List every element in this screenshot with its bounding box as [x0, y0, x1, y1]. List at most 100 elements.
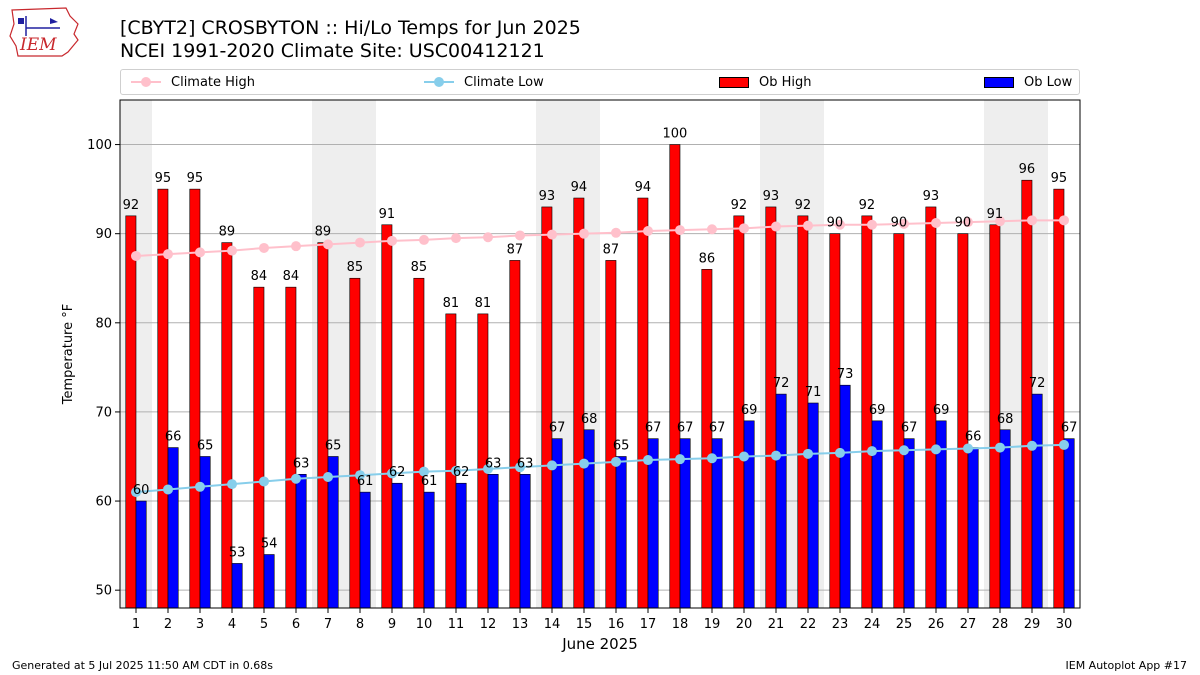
x-tick-label: 12 [480, 617, 497, 632]
x-tick-label: 1 [132, 617, 140, 632]
climate-low-point [899, 445, 909, 456]
x-tick-label: 2 [164, 617, 172, 632]
climate-low-point [643, 455, 653, 466]
climate-high-point [355, 237, 365, 248]
ob-high-label: 85 [411, 260, 428, 275]
x-tick-label: 5 [260, 617, 268, 632]
ob-high-label: 87 [603, 242, 620, 257]
climate-high-point [963, 217, 973, 228]
ob-low-bar [775, 393, 787, 609]
ob-high-label: 100 [662, 127, 687, 142]
ob-low-label: 67 [549, 421, 566, 436]
x-tick-label: 9 [388, 617, 396, 632]
legend-item-ob-high: Ob High [719, 70, 812, 94]
x-tick-label: 29 [1024, 617, 1041, 632]
climate-low-point [419, 466, 429, 477]
chart-subtitle: NCEI 1991-2020 Climate Site: USC00412121 [120, 40, 545, 62]
climate-low-point [131, 487, 141, 498]
climate-low-point [547, 460, 557, 471]
ob-low-label: 63 [293, 456, 310, 471]
ob-high-bar [765, 206, 777, 609]
legend-label-ob-low: Ob Low [1024, 74, 1073, 90]
x-tick-label: 23 [832, 617, 849, 632]
ob-high-label: 86 [699, 251, 716, 266]
climate-high-point [707, 224, 717, 235]
ob-low-label: 54 [261, 537, 278, 552]
climate-high-point [739, 223, 749, 234]
ob-low-label: 67 [709, 421, 726, 436]
x-tick-label: 16 [608, 617, 625, 632]
chart-legend: Climate High Climate Low Ob High Ob Low [120, 69, 1080, 95]
generated-timestamp: Generated at 5 Jul 2025 11:50 AM CDT in … [12, 659, 273, 672]
climate-low-point [675, 454, 685, 465]
x-tick-label: 21 [768, 617, 785, 632]
legend-item-ob-low: Ob Low [984, 70, 1072, 94]
climate-low-point [963, 443, 973, 454]
climate-high-point [419, 234, 429, 245]
x-tick-label: 7 [324, 617, 332, 632]
climate-high-point [579, 228, 589, 239]
y-tick-label: 60 [95, 495, 112, 510]
ob-low-label: 60 [133, 483, 150, 498]
x-tick-label: 25 [896, 617, 913, 632]
plot-frame [119, 99, 1081, 609]
ob-high-label: 85 [347, 260, 364, 275]
ob-low-label: 67 [645, 421, 662, 436]
y-tick-label: 100 [87, 138, 112, 153]
ob-low-label: 67 [677, 421, 694, 436]
logo-text: IEM [19, 35, 57, 55]
ob-low-bar [487, 474, 499, 609]
legend-item-climate-high: Climate High [131, 70, 255, 94]
x-tick-label: 19 [704, 617, 721, 632]
climate-high-point [675, 225, 685, 236]
climate-high-point [227, 245, 237, 256]
ob-high-label: 93 [763, 189, 780, 204]
y-tick-label: 70 [95, 405, 112, 420]
climate-high-point [547, 229, 557, 240]
ob-high-label: 90 [891, 216, 908, 231]
x-tick-label: 10 [416, 617, 433, 632]
ob-low-label: 73 [837, 367, 854, 382]
ob-high-bar [285, 286, 297, 609]
ob-low-label: 61 [421, 474, 438, 489]
ob-low-label: 67 [1061, 421, 1078, 436]
y-axis-label: Temperature °F [61, 304, 76, 405]
ob-high-label: 89 [315, 225, 332, 240]
climate-high-point [867, 219, 877, 230]
ob-low-bar [1063, 438, 1075, 609]
ob-high-label: 93 [539, 189, 556, 204]
legend-label-climate-low: Climate Low [464, 74, 544, 90]
climate-high-point [163, 249, 173, 260]
climate-high-point [131, 250, 141, 261]
y-tick-label: 80 [95, 316, 112, 331]
x-tick-label: 18 [672, 617, 689, 632]
climate-high-point [899, 218, 909, 229]
climate-high-point [931, 217, 941, 228]
x-tick-label: 28 [992, 617, 1009, 632]
climate-low-point [1059, 439, 1069, 450]
ob-low-label: 72 [773, 376, 790, 391]
ob-high-label: 81 [475, 296, 492, 311]
ob-low-label: 69 [869, 403, 886, 418]
ob-low-label: 72 [1029, 376, 1046, 391]
ob-low-label: 63 [517, 456, 534, 471]
ob-high-bar [957, 233, 969, 609]
ob-high-bar [381, 224, 393, 609]
ob-high-bar [669, 144, 681, 609]
ob-high-bar [541, 206, 553, 609]
ob-low-bar [359, 491, 371, 609]
ob-low-bar [583, 429, 595, 609]
x-tick-label: 27 [960, 617, 977, 632]
ob-low-label: 53 [229, 545, 246, 560]
ob-low-bar [679, 438, 691, 609]
x-tick-label: 24 [864, 617, 881, 632]
ob-low-bar [711, 438, 723, 609]
ob-low-bar [1031, 393, 1043, 609]
legend-item-climate-low: Climate Low [424, 70, 544, 94]
climate-low-point [515, 462, 525, 473]
ob-high-label: 89 [219, 225, 236, 240]
ob-high-bar [125, 215, 137, 609]
climate-low-point [707, 453, 717, 464]
ob-low-bar [167, 447, 179, 609]
